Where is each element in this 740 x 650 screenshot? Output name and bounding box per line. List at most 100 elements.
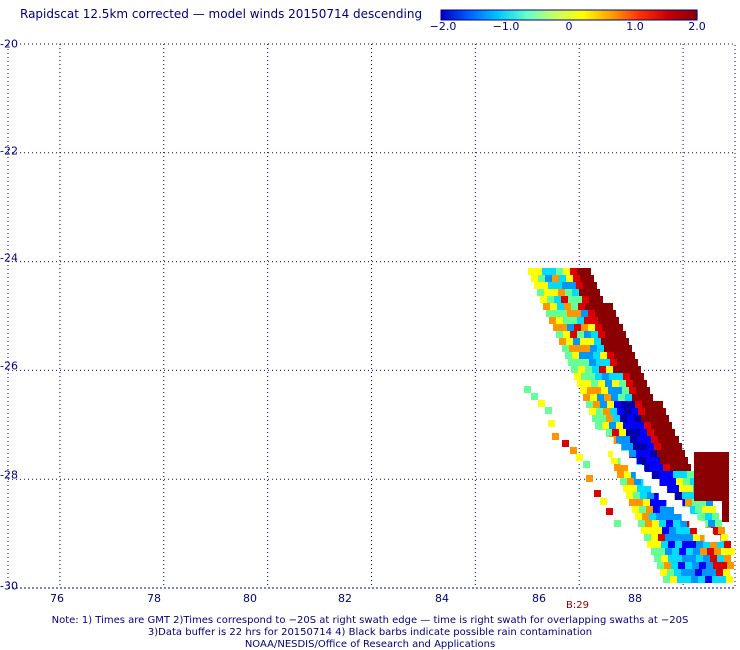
colorbar-swatch [463, 10, 466, 20]
wind-difference-cell [610, 408, 617, 415]
wind-difference-cell [633, 443, 640, 450]
colorbar-swatch [455, 10, 458, 20]
wind-difference-cell [668, 429, 675, 436]
wind-difference-cell [540, 296, 547, 303]
colorbar-swatch [619, 10, 622, 20]
longitude-label: 78 [147, 592, 161, 605]
colorbar-swatch [465, 10, 468, 20]
colorbar-swatch [613, 10, 616, 20]
wind-difference-cell [626, 443, 633, 450]
wind-difference-cell [648, 527, 655, 534]
wind-difference-cell [700, 534, 707, 541]
wind-difference-cell [617, 359, 624, 366]
colorbar-swatch [633, 10, 636, 20]
colorbar-swatch [453, 10, 456, 20]
wind-difference-cell [630, 422, 637, 429]
colorbar-swatch [515, 10, 518, 20]
wind-difference-cell [597, 394, 604, 401]
wind-difference-cell [710, 555, 717, 562]
wind-difference-cell [712, 513, 719, 520]
wind-difference-cell [655, 527, 662, 534]
wind-difference-cell [722, 515, 729, 522]
wind-difference-cell [699, 562, 706, 569]
wind-difference-cell [640, 380, 647, 387]
colorbar-swatch [655, 10, 658, 20]
wind-difference-cell [659, 408, 666, 415]
wind-difference-cell [662, 415, 669, 422]
colorbar-swatch [529, 10, 532, 20]
wind-difference-cell [600, 498, 607, 505]
colorbar-swatch [681, 10, 684, 20]
wind-difference-cell [647, 541, 654, 548]
wind-difference-cell [727, 562, 734, 569]
wind-difference-cell [595, 324, 602, 331]
colorbar-swatch [545, 10, 548, 20]
wind-difference-cell [694, 452, 701, 459]
colorbar-swatch [511, 10, 514, 20]
wind-difference-cell [589, 359, 596, 366]
wind-difference-cell [722, 501, 729, 508]
wind-difference-cell [665, 422, 672, 429]
colorbar-swatch [457, 10, 460, 20]
wind-difference-cell [646, 394, 653, 401]
colorbar-swatch [665, 10, 668, 20]
wind-difference-cell [715, 487, 722, 494]
wind-difference-cell [595, 310, 602, 317]
wind-difference-cell [648, 415, 655, 422]
wind-difference-cell [573, 338, 580, 345]
wind-difference-cell [582, 296, 589, 303]
wind-difference-cell [657, 562, 664, 569]
wind-difference-cell [665, 548, 672, 555]
wind-difference-cell [702, 569, 709, 576]
wind-difference-cell [578, 303, 585, 310]
wind-difference-cell [604, 394, 611, 401]
wind-difference-cell [556, 331, 563, 338]
wind-difference-cell [656, 401, 663, 408]
wind-difference-cell [606, 415, 613, 422]
wind-difference-cell [670, 464, 677, 471]
colorbar-swatch [519, 10, 522, 20]
wind-difference-cell [659, 471, 666, 478]
wind-difference-cell [664, 450, 671, 457]
swath-gap [605, 444, 622, 451]
wind-difference-cell [570, 447, 577, 454]
wind-difference-cell [675, 541, 682, 548]
wind-difference-cell [612, 429, 619, 436]
wind-difference-cell [611, 394, 618, 401]
wind-difference-cell [586, 401, 593, 408]
wind-difference-cell [598, 331, 605, 338]
wind-difference-cell [641, 527, 648, 534]
longitude-label: 82 [338, 592, 352, 605]
wind-difference-cell [658, 436, 665, 443]
wind-difference-cell [623, 485, 630, 492]
wind-difference-cell [545, 407, 552, 414]
wind-difference-cell [632, 506, 639, 513]
wind-difference-cell [552, 433, 559, 440]
wind-difference-cell [644, 534, 651, 541]
wind-difference-cell [629, 450, 636, 457]
wind-difference-cell [715, 452, 722, 459]
wind-difference-cell [681, 569, 688, 576]
wind-difference-cell [577, 380, 584, 387]
colorbar-swatch [477, 10, 480, 20]
wind-difference-cell [658, 422, 665, 429]
wind-difference-cell [678, 450, 685, 457]
wind-difference-cell [617, 471, 624, 478]
wind-difference-cell [594, 490, 601, 497]
wind-difference-cell [701, 473, 708, 480]
wind-difference-cell [634, 366, 641, 373]
wind-difference-cell [588, 324, 595, 331]
wind-difference-cell [722, 494, 729, 501]
wind-difference-cell [620, 415, 627, 422]
wind-difference-cell [524, 386, 531, 393]
colorbar-swatch [499, 10, 502, 20]
wind-difference-cell [562, 282, 569, 289]
wind-difference-cell [584, 331, 591, 338]
wind-difference-cell [593, 352, 600, 359]
wind-difference-cell [572, 289, 579, 296]
colorbar-swatch [565, 10, 568, 20]
swath-gap [666, 500, 683, 507]
wind-difference-cell [578, 366, 585, 373]
colorbar-swatch [517, 10, 520, 20]
wind-difference-cell [646, 457, 653, 464]
